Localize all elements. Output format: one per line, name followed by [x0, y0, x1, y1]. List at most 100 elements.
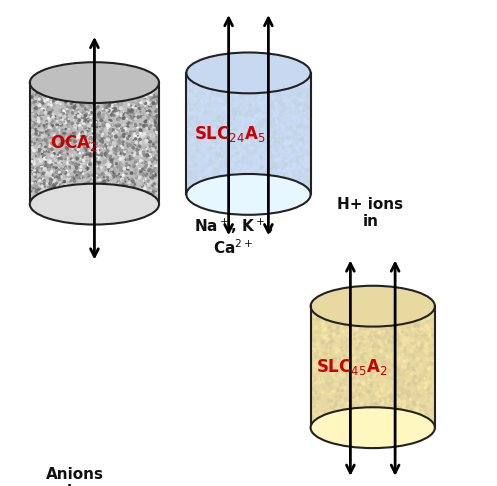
Point	[121, 124, 129, 132]
Point	[316, 379, 324, 386]
Point	[288, 125, 296, 133]
Point	[85, 139, 93, 147]
Point	[75, 168, 83, 176]
Point	[360, 357, 368, 365]
Point	[87, 175, 95, 183]
Point	[50, 143, 58, 151]
Point	[50, 174, 58, 181]
Point	[419, 394, 427, 401]
Point	[344, 399, 352, 406]
Point	[111, 141, 119, 149]
Point	[33, 110, 41, 118]
Point	[223, 155, 231, 163]
Point	[131, 104, 139, 111]
Point	[238, 109, 246, 117]
Point	[188, 148, 196, 156]
Point	[273, 80, 281, 87]
Point	[117, 190, 125, 198]
Point	[153, 188, 161, 195]
Point	[334, 366, 342, 374]
Point	[214, 106, 222, 114]
Point	[85, 185, 93, 193]
Point	[414, 327, 422, 335]
Point	[247, 163, 255, 171]
Point	[401, 366, 409, 374]
Point	[260, 159, 268, 167]
Point	[320, 342, 328, 350]
Point	[49, 182, 57, 190]
Point	[270, 157, 278, 165]
Point	[144, 109, 152, 117]
Point	[286, 87, 294, 95]
Point	[84, 149, 92, 156]
Point	[78, 158, 85, 166]
Point	[313, 349, 321, 357]
Point	[382, 370, 390, 378]
Point	[35, 189, 43, 196]
Point	[36, 155, 44, 162]
Point	[128, 185, 136, 192]
Point	[31, 166, 39, 174]
Point	[147, 187, 155, 194]
Point	[343, 361, 351, 369]
Point	[290, 129, 298, 137]
Point	[361, 406, 369, 414]
Point	[330, 413, 337, 420]
Point	[58, 187, 66, 194]
Point	[332, 342, 340, 350]
Point	[395, 397, 403, 404]
Point	[242, 84, 250, 91]
Point	[30, 168, 38, 175]
Point	[129, 162, 137, 170]
Point	[353, 368, 361, 376]
Point	[127, 149, 135, 156]
Point	[32, 91, 40, 99]
Point	[326, 341, 334, 349]
Point	[42, 109, 50, 117]
Point	[140, 175, 148, 183]
Point	[393, 343, 401, 351]
Point	[68, 145, 76, 153]
Point	[262, 153, 270, 160]
Point	[362, 408, 370, 416]
Point	[338, 328, 346, 335]
Point	[90, 111, 98, 119]
Point	[260, 161, 268, 169]
Point	[82, 116, 90, 124]
Point	[67, 177, 75, 185]
Point	[376, 371, 384, 379]
Point	[224, 167, 232, 174]
Point	[338, 403, 346, 411]
Point	[339, 372, 347, 380]
Point	[40, 100, 48, 107]
Point	[281, 161, 289, 169]
Point	[346, 343, 354, 351]
Point	[149, 168, 157, 175]
Point	[91, 151, 99, 158]
Point	[91, 102, 99, 109]
Point	[334, 365, 342, 373]
Point	[139, 113, 147, 121]
Point	[285, 82, 293, 89]
Point	[46, 136, 54, 143]
Point	[406, 368, 414, 376]
Point	[282, 94, 290, 102]
Point	[352, 396, 360, 403]
Point	[325, 401, 333, 409]
Point	[359, 352, 367, 360]
Point	[89, 106, 97, 114]
Point	[43, 188, 51, 196]
Point	[57, 149, 65, 156]
Point	[380, 328, 388, 335]
Point	[282, 125, 290, 133]
Point	[121, 176, 129, 184]
Point	[403, 395, 411, 403]
Point	[288, 129, 296, 137]
Point	[208, 158, 216, 166]
Point	[120, 133, 128, 141]
Point	[359, 379, 367, 387]
Point	[113, 173, 121, 180]
Point	[410, 367, 417, 375]
Point	[315, 329, 323, 337]
Point	[418, 315, 426, 323]
